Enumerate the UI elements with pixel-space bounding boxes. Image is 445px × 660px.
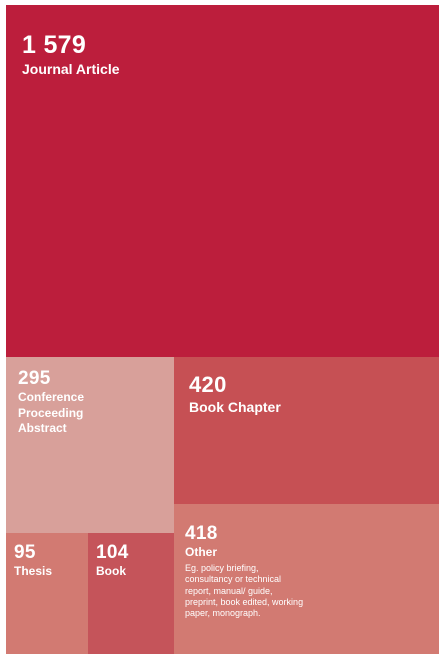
tile-label-conference: Conference Proceeding Abstract [18, 390, 85, 435]
tile-label-journal-article: Journal Article [22, 61, 120, 77]
tile-value-other: 418 [185, 523, 218, 544]
tile-description-other: Eg. policy briefing, consultancy or tech… [185, 563, 304, 619]
tile-label-book: Book [96, 564, 126, 578]
tile-book: 104 Book [88, 533, 174, 654]
tile-conference-proceeding-abstract: 295 Conference Proceeding Abstract [6, 357, 174, 533]
tile-value-journal-article: 1 579 [22, 31, 87, 59]
tile-value-book-chapter: 420 [189, 372, 227, 397]
tile-label-other: Other [185, 545, 218, 559]
tile-other: 418 Other Eg. policy briefing, consultan… [174, 504, 439, 654]
tile-label-thesis: Thesis [14, 564, 53, 578]
tile-book-chapter: 420 Book Chapter [174, 357, 439, 504]
tile-thesis: 95 Thesis [6, 533, 88, 654]
tile-journal-article: 1 579 Journal Article [6, 5, 439, 357]
tile-label-book-chapter: Book Chapter [189, 399, 281, 415]
tile-value-thesis: 95 [14, 542, 36, 563]
tile-value-conference: 295 [18, 368, 51, 389]
tile-value-book: 104 [96, 542, 129, 563]
